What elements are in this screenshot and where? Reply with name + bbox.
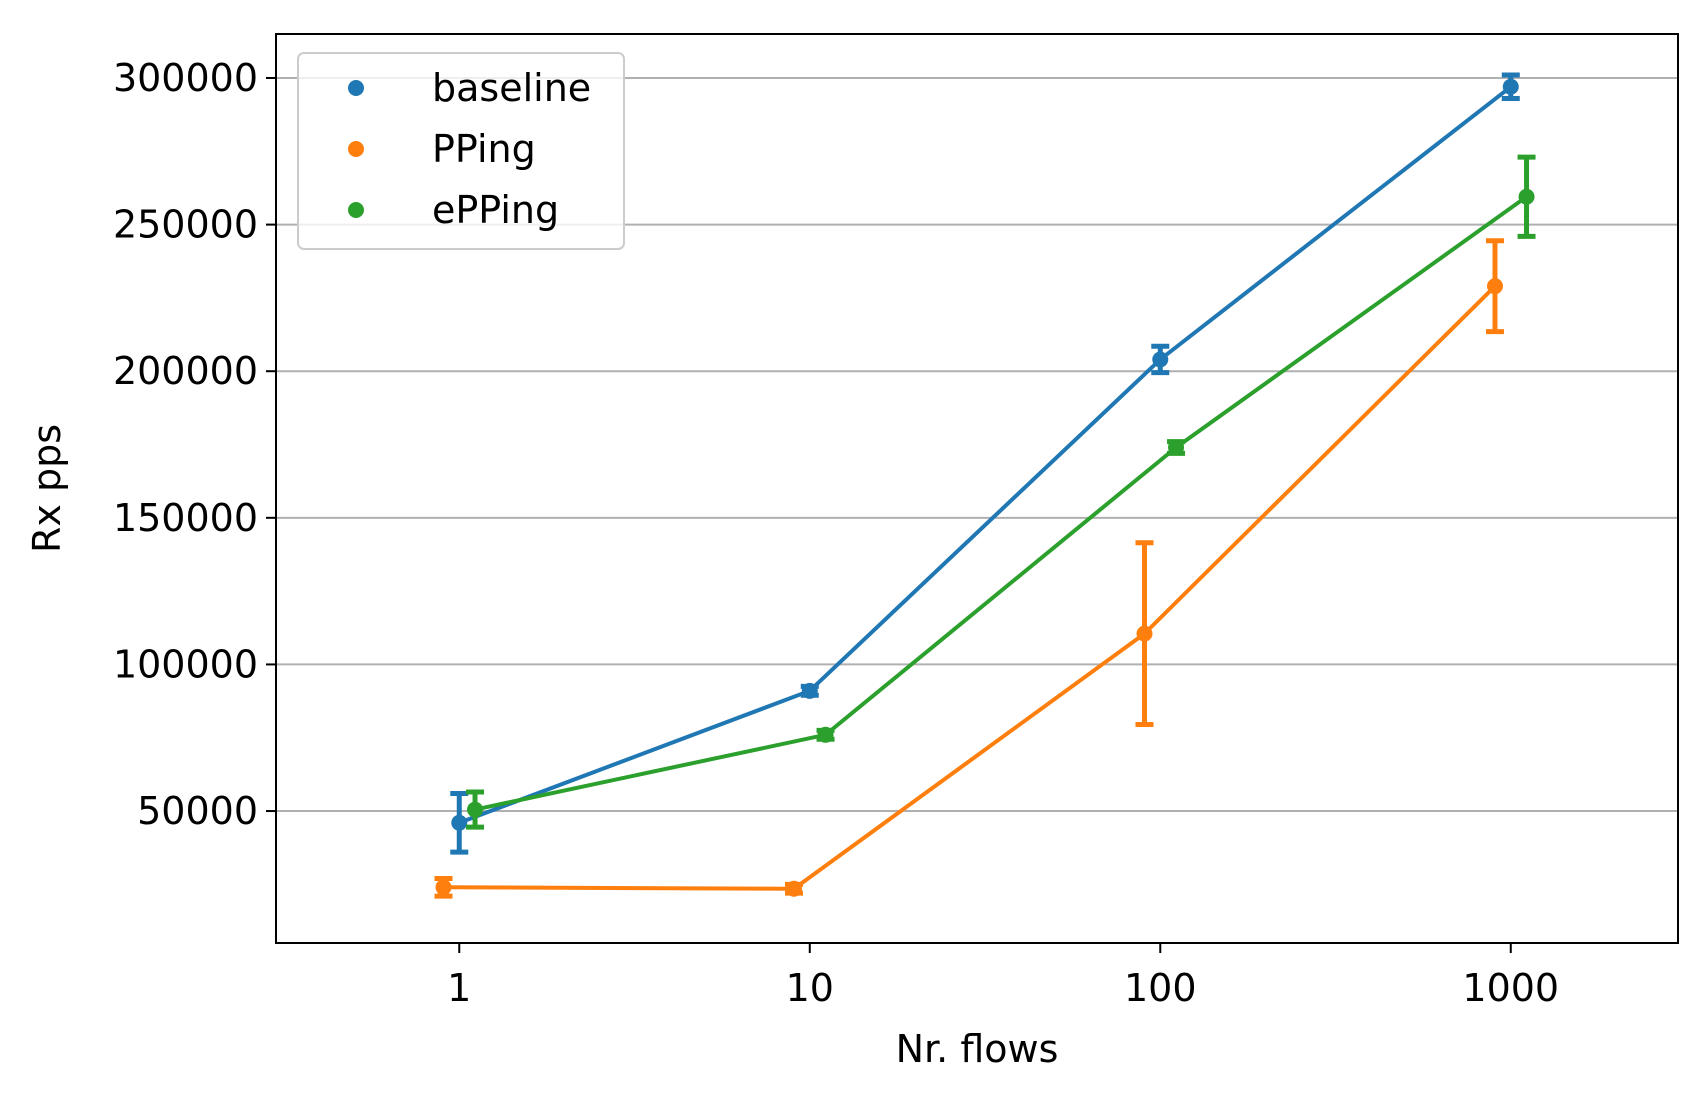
legend-marker (348, 141, 364, 157)
legend-label: baseline (432, 66, 591, 110)
x-tick-label: 1 (447, 966, 471, 1010)
y-tick-label: 200000 (113, 349, 258, 393)
series-baseline (450, 72, 1520, 855)
y-tick-label: 100000 (113, 642, 258, 686)
x-tick-label: 100 (1124, 966, 1197, 1010)
y-tick-label: 300000 (113, 56, 258, 100)
legend-label: PPing (432, 127, 536, 171)
series-PPing (434, 238, 1504, 899)
data-point (451, 814, 468, 831)
y-tick-label: 50000 (137, 789, 258, 833)
x-axis-title: Nr. flows (896, 1027, 1059, 1071)
x-tick-label: 10 (786, 966, 834, 1010)
y-axis-title: Rx pps (25, 424, 69, 553)
data-point (1518, 188, 1535, 205)
data-point (467, 801, 484, 818)
y-axis: 50000 100000 150000 200000 250000 300000 (113, 56, 276, 833)
legend-box (297, 52, 625, 250)
legend-marker (348, 202, 364, 218)
legend-marker (348, 80, 364, 96)
legend-item-PPing: PPing (348, 127, 536, 171)
legend-item-baseline: baseline (348, 66, 591, 110)
y-tick-label: 150000 (113, 496, 258, 540)
data-point (1502, 78, 1519, 95)
legend: baseline PPing ePPing (297, 52, 625, 250)
legend-label: ePPing (432, 188, 559, 232)
x-tick-label: 1000 (1462, 966, 1559, 1010)
legend-item-ePPing: ePPing (348, 188, 559, 232)
data-point (801, 682, 818, 699)
y-tick-label: 250000 (113, 203, 258, 247)
series-line (443, 284, 1497, 891)
series-ePPing (466, 154, 1536, 830)
data-point (785, 880, 802, 897)
x-axis: 1 10 100 1000 (447, 943, 1559, 1010)
data-point (817, 726, 834, 743)
data-point (435, 879, 452, 896)
data-point (1486, 278, 1503, 295)
series-line (474, 195, 1528, 812)
series-line (458, 85, 1512, 825)
plot-frame (275, 33, 1679, 944)
data-point (1136, 625, 1153, 642)
data-point (1168, 439, 1185, 456)
series-layer (434, 72, 1536, 899)
data-point (1152, 351, 1169, 368)
